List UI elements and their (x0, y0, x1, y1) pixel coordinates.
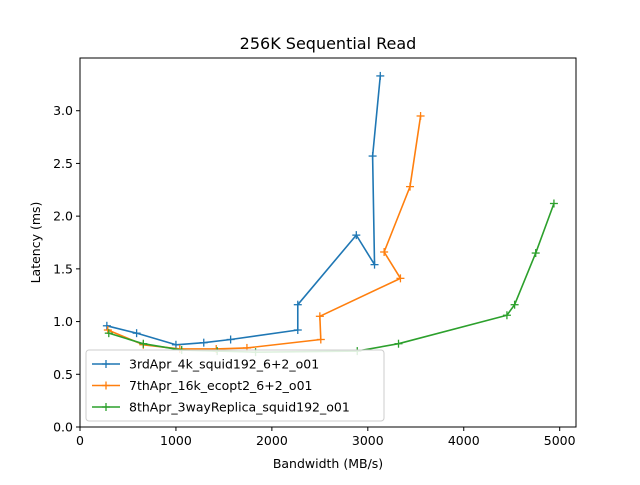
axis-ticks: 0 1000 2000 3000 4000 5000 0.0 0.5 1.0 1.5 2.0 2.5 3… (53, 103, 576, 448)
data-point (316, 335, 325, 344)
data-point (376, 71, 385, 80)
x-tick-label: 0 (76, 433, 84, 448)
legend-box (85, 349, 385, 422)
x-axis-label: Bandwidth (MB/s) (273, 456, 383, 471)
y-tick-label: 1.5 (53, 261, 73, 276)
data-point (380, 247, 389, 256)
x-tick-label: 2000 (256, 433, 288, 448)
data-point (293, 300, 302, 309)
data-point (104, 329, 113, 338)
data-point (171, 340, 180, 349)
data-point (416, 111, 425, 120)
data-point (502, 311, 511, 320)
data-point (368, 152, 377, 161)
data-point (549, 199, 558, 208)
data-point (394, 339, 403, 348)
data-point (352, 231, 361, 240)
data-point (132, 329, 141, 338)
x-tick-label: 1000 (160, 433, 192, 448)
data-point (315, 312, 324, 321)
y-tick-label: 2.0 (53, 209, 73, 224)
y-axis-label: Latency (ms) (28, 202, 43, 284)
legend-label: 8thApr_3wayReplica_squid192_o01 (129, 400, 350, 415)
legend-item: 3rdApr_4k_squid192_6+2_o01 (92, 357, 319, 372)
series-1 (102, 71, 385, 349)
data-point (226, 335, 235, 344)
plot-frame (79, 57, 577, 428)
data-point (406, 182, 415, 191)
y-tick-label: 0.0 (53, 420, 73, 435)
data-point (531, 249, 540, 258)
y-tick-label: 2.5 (53, 156, 73, 171)
y-tick-label: 1.0 (53, 314, 73, 329)
data-point (139, 339, 148, 348)
legend-item: 7thApr_16k_ecopt2_6+2_o01 (92, 378, 312, 393)
legend-item: 8thApr_3wayReplica_squid192_o01 (92, 400, 350, 415)
legend-label: 3rdApr_4k_squid192_6+2_o01 (129, 357, 319, 372)
data-point (293, 326, 302, 335)
data-point (510, 300, 519, 309)
data-point (370, 260, 379, 269)
x-tick-label: 4000 (448, 433, 480, 448)
y-tick-label: 3.0 (53, 103, 73, 118)
data-point (199, 338, 208, 347)
chart-title: 256K Sequential Read (240, 34, 417, 53)
x-tick-label: 3000 (352, 433, 384, 448)
data-point (396, 274, 405, 283)
legend-label: 7thApr_16k_ecopt2_6+2_o01 (129, 378, 312, 393)
data-point (102, 321, 111, 330)
y-tick-label: 0.5 (53, 367, 73, 382)
legend: 3rdApr_4k_squid192_6+2_o01 7thApr_16k_eco… (85, 349, 385, 422)
x-tick-label: 5000 (544, 433, 576, 448)
